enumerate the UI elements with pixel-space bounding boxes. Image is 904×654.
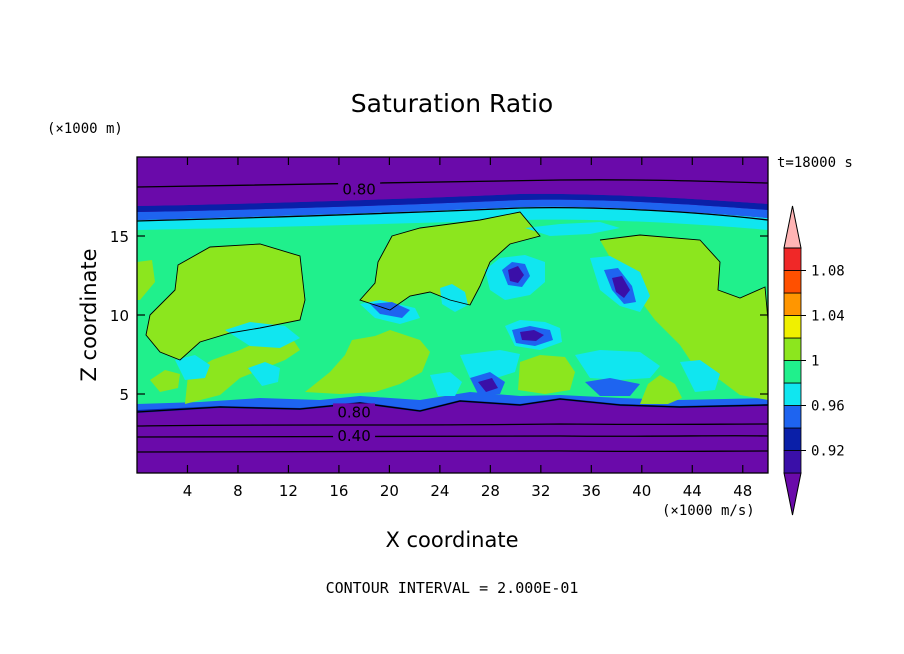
x-tick-label: 32 — [531, 482, 550, 500]
x-tick-label: 24 — [430, 482, 449, 500]
x-tick-label: 44 — [683, 482, 702, 500]
x-tick-label: 8 — [233, 482, 243, 500]
y-tick-label: 10 — [110, 307, 129, 325]
x-unit-label: (×1000 m/s) — [662, 503, 755, 519]
colorbar-level-label: 0.92 — [811, 444, 845, 460]
colorbar-box — [783, 315, 802, 339]
band-darkblue-top — [137, 193, 768, 212]
y-tick-label: 5 — [119, 386, 129, 404]
band-blue-top — [137, 199, 768, 220]
x-tick-label: 36 — [582, 482, 601, 500]
colorbar-high-arrow — [783, 205, 802, 249]
chart-title: Saturation Ratio — [351, 89, 553, 118]
contour-labels: 0.80 0.80 0.40 — [333, 180, 381, 445]
contour-value-label: 0.40 — [337, 427, 370, 445]
x-tick-label: 48 — [733, 482, 752, 500]
colorbar: 0.92 0.96 1 1.04 1.08 — [783, 205, 845, 516]
x-tick-label: 4 — [183, 482, 193, 500]
colorbar-box — [783, 292, 802, 316]
x-tick-label: 16 — [329, 482, 348, 500]
colorbar-box — [783, 247, 802, 271]
colorbar-box — [783, 360, 802, 384]
contour-value-label: 0.80 — [337, 403, 370, 421]
y-axis-label: Z coordinate — [77, 248, 101, 381]
y-unit-label: (×1000 m) — [47, 121, 123, 137]
colorbar-level-label: 0.96 — [811, 399, 845, 415]
y-axis: 5 10 15 — [110, 228, 768, 404]
x-axis: 4 8 12 16 20 24 28 32 36 40 44 48 — [183, 157, 752, 500]
y-tick-label: 15 — [110, 228, 129, 246]
contour-label-bg — [333, 403, 376, 419]
regions-100-104 — [137, 212, 768, 404]
contour-field — [137, 157, 768, 473]
colorbar-box — [783, 337, 802, 361]
contour-label-bg — [338, 180, 381, 196]
x-tick-label: 12 — [279, 482, 298, 500]
contour-label-bg — [333, 427, 376, 443]
colorbar-level-label: 1.08 — [811, 264, 845, 280]
band-cyan-top — [137, 206, 768, 230]
colorbar-box — [783, 405, 802, 429]
time-label: t=18000 s — [777, 155, 853, 171]
x-tick-label: 40 — [632, 482, 651, 500]
colorbar-box — [783, 450, 802, 474]
x-tick-label: 28 — [481, 482, 500, 500]
region-cyan-upper — [525, 222, 620, 236]
colorbar-level-label: 1 — [811, 354, 819, 370]
x-tick-label: 20 — [380, 482, 399, 500]
colorbar-level-label: 1.04 — [811, 309, 845, 325]
colorbar-box — [783, 270, 802, 294]
x-axis-label: X coordinate — [385, 528, 518, 552]
colorbar-box — [783, 382, 802, 406]
contour-lines — [137, 179, 768, 453]
colorbar-box — [783, 427, 802, 451]
contour-interval-label: CONTOUR INTERVAL = 2.000E-01 — [326, 579, 579, 597]
regions-below-092-inner — [478, 266, 630, 392]
contour-value-label: 0.80 — [342, 181, 375, 199]
colorbar-low-arrow — [783, 472, 802, 516]
